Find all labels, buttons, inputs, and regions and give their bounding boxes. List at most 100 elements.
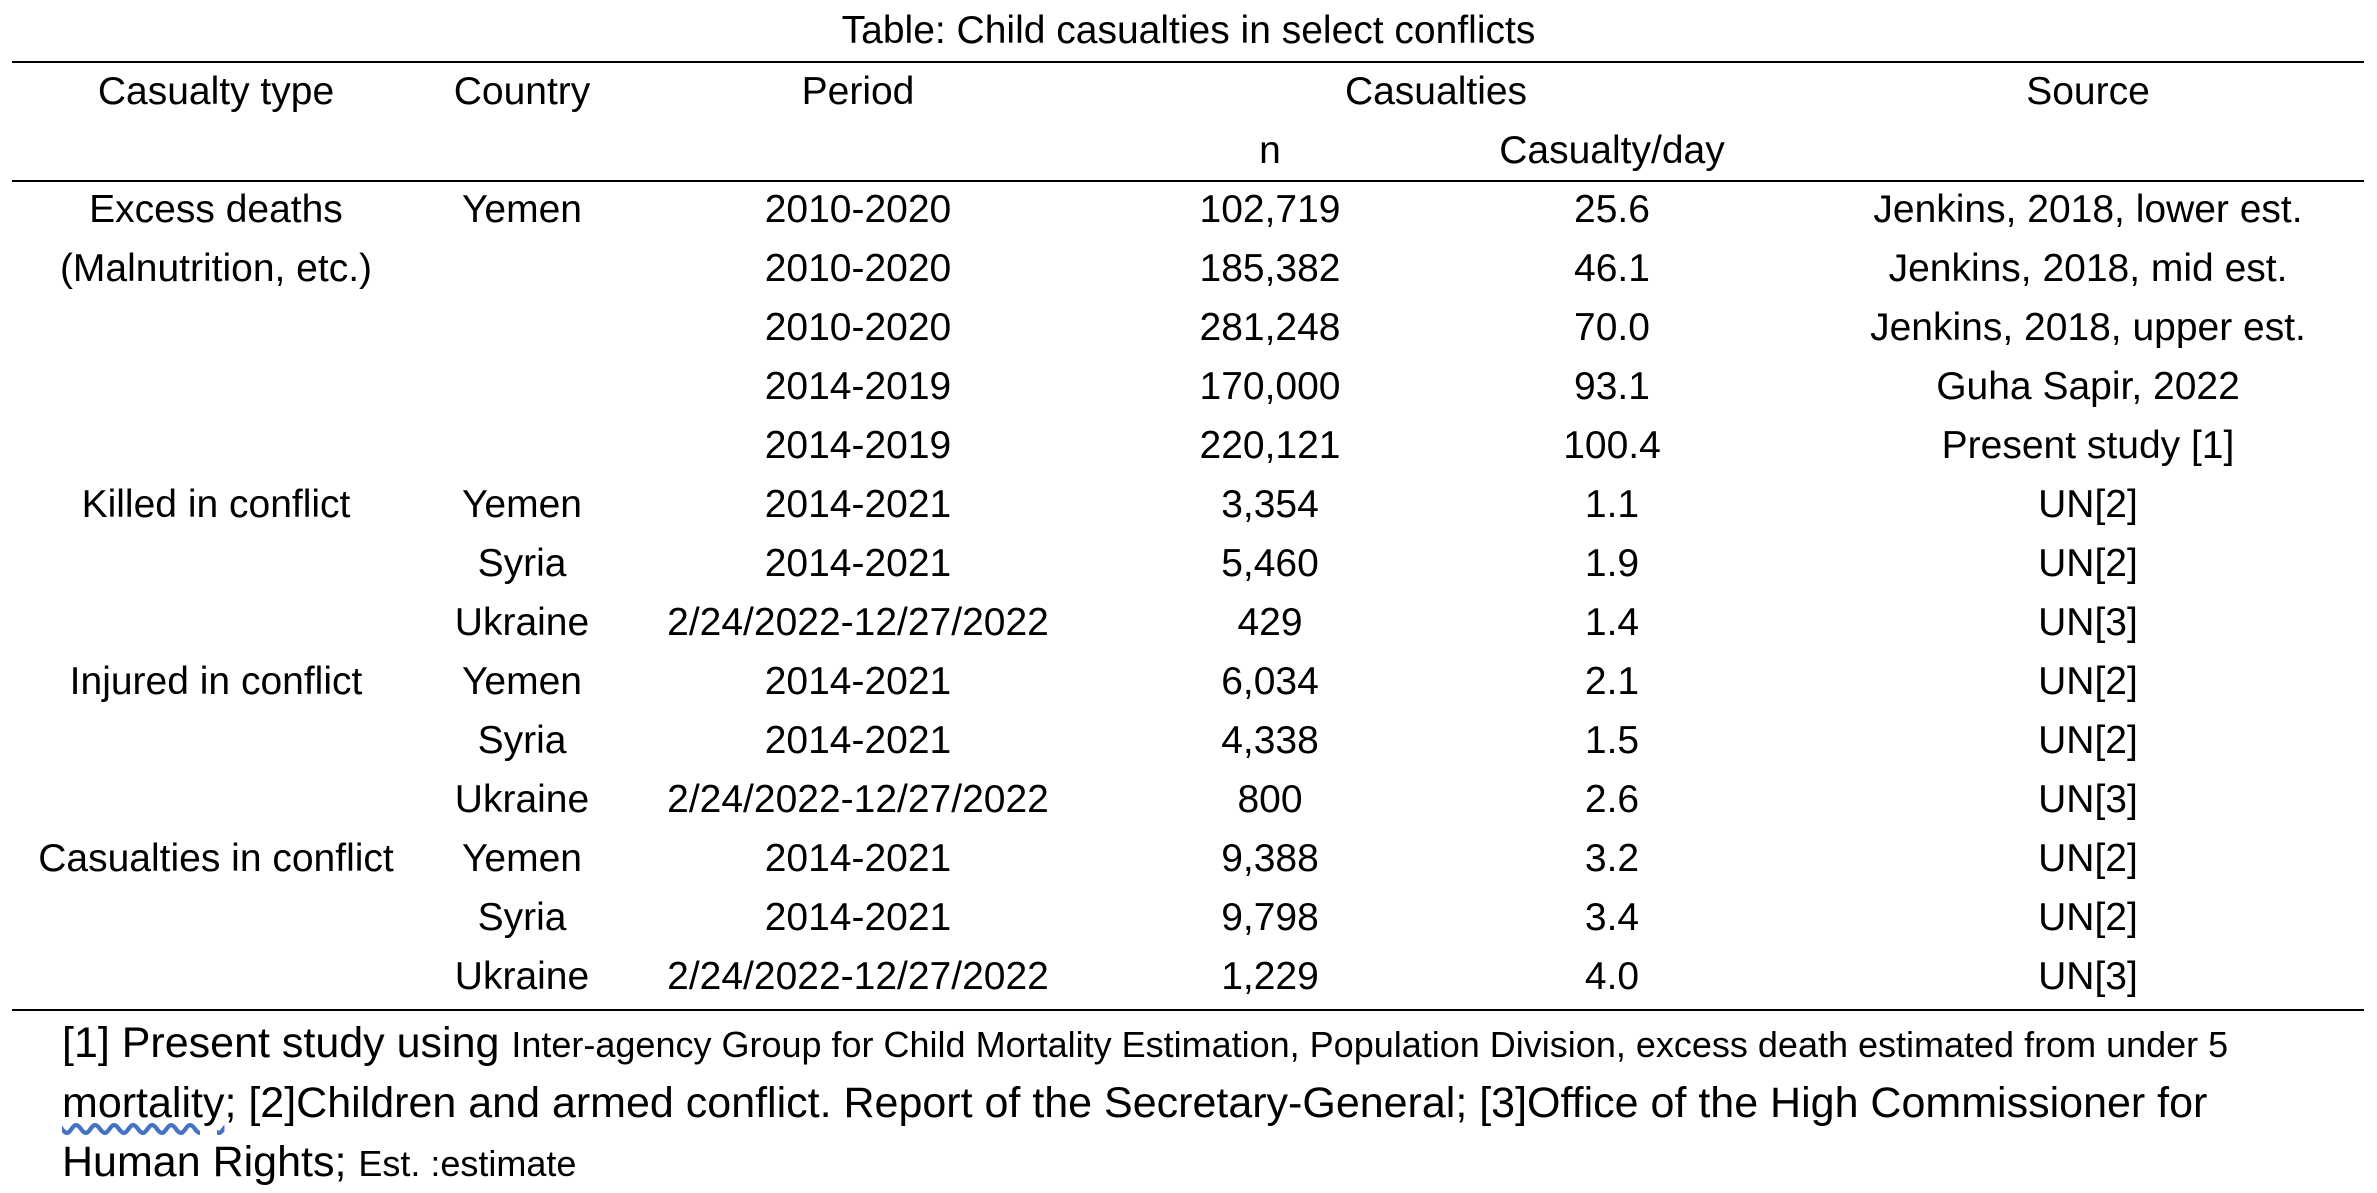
cell-source: UN[2]	[2038, 660, 2138, 703]
header-period: Period	[801, 70, 915, 113]
cell-casualty-type	[10, 534, 422, 593]
cell-casualty-per-day: 100.4	[1563, 424, 1661, 467]
footnote-ref-1: [1] Present study using	[62, 1019, 512, 1067]
header-country: Country	[453, 70, 591, 113]
cell-casualty-type: (Malnutrition, etc.)	[59, 247, 373, 290]
cell-casualty-type	[10, 416, 422, 475]
cell-casualty-per-day: 1.5	[1584, 719, 1640, 762]
cell-source: Jenkins, 2018, lower est.	[1873, 188, 2303, 231]
cell-country: Syria	[477, 542, 567, 585]
cell-country: Syria	[477, 896, 567, 939]
cell-n: 1,229	[1221, 955, 1319, 998]
cell-n: 185,382	[1199, 247, 1341, 290]
cell-casualty-type	[10, 947, 422, 1006]
cell-source: UN[2]	[2038, 719, 2138, 762]
cell-country: Syria	[477, 719, 567, 762]
cell-n: 5,460	[1221, 542, 1319, 585]
cell-source: UN[2]	[2038, 483, 2138, 526]
cell-n: 4,338	[1221, 719, 1319, 762]
cell-source: UN[2]	[2038, 542, 2138, 585]
cell-country: Ukraine	[454, 601, 590, 644]
cell-n: 102,719	[1199, 188, 1341, 231]
cell-country: Yemen	[462, 660, 582, 703]
cell-casualty-type	[10, 770, 422, 829]
cell-casualty-per-day: 2.1	[1584, 660, 1640, 703]
cell-source: Jenkins, 2018, mid est.	[1888, 247, 2288, 290]
cell-casualty-per-day: 1.1	[1584, 483, 1640, 526]
cell-n: 9,798	[1221, 896, 1319, 939]
cell-casualty-per-day: 25.6	[1574, 188, 1650, 231]
cell-casualty-per-day: 3.2	[1584, 837, 1640, 880]
cell-casualty-type: Excess deaths	[89, 188, 343, 231]
header-n: n	[1259, 129, 1281, 172]
cell-casualty-per-day: 46.1	[1574, 247, 1650, 290]
cell-country: Yemen	[462, 188, 582, 231]
cell-casualty-per-day: 1.4	[1584, 601, 1640, 644]
top-rule	[12, 61, 2364, 63]
cell-period: 2014-2021	[764, 542, 952, 585]
cell-source: Present study [1]	[1941, 424, 2235, 467]
cell-period: 2/24/2022-12/27/2022	[667, 955, 1049, 998]
cell-casualty-per-day: 2.6	[1584, 778, 1640, 821]
cell-n: 220,121	[1199, 424, 1341, 467]
cell-period: 2014-2021	[764, 837, 952, 880]
cell-casualty-per-day: 4.0	[1584, 955, 1640, 998]
cell-casualty-per-day: 3.4	[1584, 896, 1640, 939]
footnote-est-abbrev: Est. :estimate	[358, 1143, 577, 1184]
cell-country: Ukraine	[454, 955, 590, 998]
cell-n: 800	[1237, 778, 1303, 821]
cell-casualty-type	[10, 888, 422, 947]
cell-country	[422, 239, 622, 298]
footnote-refs-2-3: ; [2]Children and armed conflict. Report…	[62, 1079, 2208, 1186]
cell-period: 2010-2020	[764, 306, 952, 349]
cell-n: 6,034	[1221, 660, 1319, 703]
cell-source: UN[3]	[2038, 955, 2138, 998]
table-title: Table: Child casualties in select confli…	[841, 9, 1536, 52]
cell-n: 170,000	[1199, 365, 1341, 408]
cell-country	[422, 357, 622, 416]
cell-casualty-type: Casualties in conflict	[38, 837, 394, 880]
footnote-mortality-word: mortality	[62, 1079, 225, 1127]
cell-casualty-type: Injured in conflict	[69, 660, 363, 703]
cell-period: 2/24/2022-12/27/2022	[667, 778, 1049, 821]
cell-period: 2010-2020	[764, 247, 952, 290]
cell-n: 9,388	[1221, 837, 1319, 880]
cell-period: 2014-2019	[764, 424, 952, 467]
cell-casualty-type	[10, 711, 422, 770]
cell-period: 2014-2019	[764, 365, 952, 408]
cell-country: Ukraine	[454, 778, 590, 821]
cell-casualty-per-day: 1.9	[1584, 542, 1640, 585]
cell-period: 2014-2021	[764, 896, 952, 939]
cell-source: Jenkins, 2018, upper est.	[1870, 306, 2306, 349]
cell-country: Yemen	[462, 837, 582, 880]
cell-period: 2014-2021	[764, 483, 952, 526]
cell-period: 2014-2021	[764, 660, 952, 703]
cell-period: 2/24/2022-12/27/2022	[667, 601, 1049, 644]
cell-casualty-type	[10, 593, 422, 652]
header-rule	[12, 180, 2364, 182]
cell-country	[422, 298, 622, 357]
cell-period: 2010-2020	[764, 188, 952, 231]
cell-source: Guha Sapir, 2022	[1936, 365, 2240, 408]
cell-casualty-per-day: 70.0	[1574, 306, 1650, 349]
cell-casualty-type	[10, 357, 422, 416]
bottom-rule	[12, 1009, 2364, 1011]
table-footnote: [1] Present study using Inter-agency Gro…	[62, 1014, 2332, 1193]
cell-n: 281,248	[1199, 306, 1341, 349]
cell-n: 429	[1237, 601, 1303, 644]
header-casualty-type: Casualty type	[97, 70, 335, 113]
header-casualties: Casualties	[1344, 70, 1528, 113]
cell-period: 2014-2021	[764, 719, 952, 762]
cell-source: UN[2]	[2038, 896, 2138, 939]
cell-n: 3,354	[1221, 483, 1319, 526]
cell-country: Yemen	[462, 483, 582, 526]
cell-country	[422, 416, 622, 475]
header-casualty-per-day: Casualty/day	[1499, 129, 1725, 172]
cell-source: UN[3]	[2038, 778, 2138, 821]
footnote-method: Inter-agency Group for Child Mortality E…	[511, 1024, 2229, 1065]
cell-casualty-type: Killed in conflict	[81, 483, 351, 526]
header-source: Source	[2026, 70, 2150, 113]
cell-source: UN[2]	[2038, 837, 2138, 880]
cell-casualty-per-day: 93.1	[1574, 365, 1650, 408]
